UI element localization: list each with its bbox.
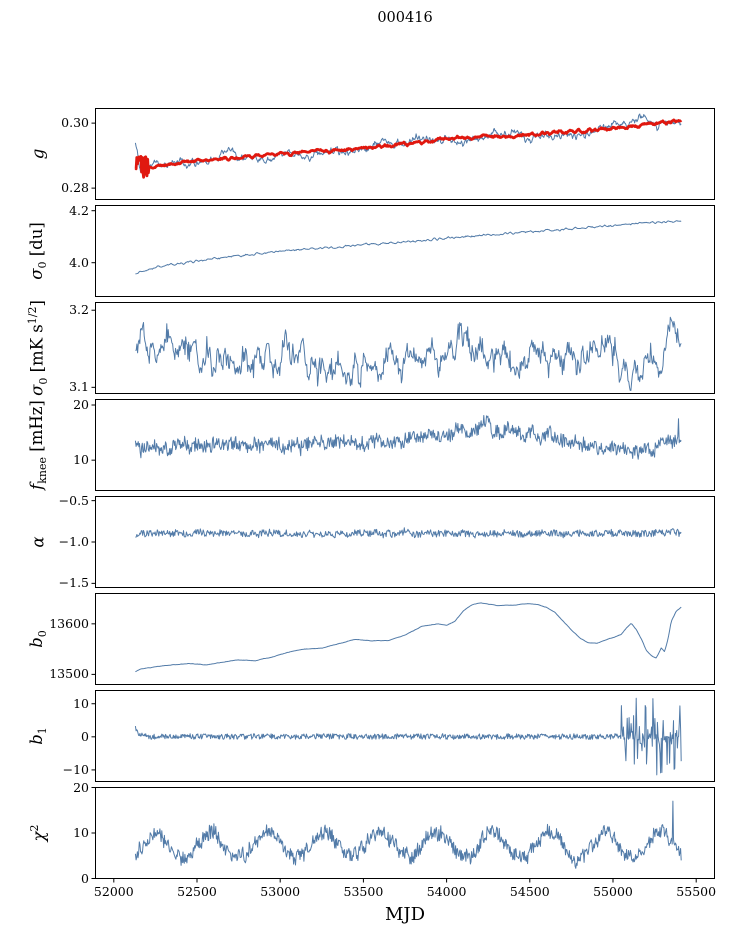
series-sigma0-du bbox=[135, 220, 682, 275]
y-tick-label: −0.5 bbox=[58, 492, 89, 508]
panel-b1 bbox=[91, 690, 715, 782]
y-tick-label: 0 bbox=[81, 728, 89, 744]
panel-chi2 bbox=[91, 787, 715, 883]
x-tick-label: 52000 bbox=[93, 884, 134, 899]
y-tick-label: 10 bbox=[73, 452, 89, 468]
y-tick-label: 0 bbox=[81, 870, 89, 886]
y-tick-label: 4.0 bbox=[69, 254, 89, 270]
figure-title: 000416 bbox=[377, 10, 433, 26]
y-axis-label-sigma0-mk: σ0 [mK s1/2] bbox=[26, 300, 50, 396]
x-tick-label: 54500 bbox=[509, 884, 550, 899]
x-tick-label: 55500 bbox=[676, 884, 717, 899]
y-axis-label-b0: b0 bbox=[26, 630, 50, 648]
series-chi2 bbox=[134, 800, 682, 869]
y-axis-label-chi2: χ2 bbox=[27, 824, 49, 842]
x-tick-label: 53500 bbox=[343, 884, 384, 899]
series-g-calibrated bbox=[134, 118, 683, 179]
y-axis-label-g: g bbox=[28, 148, 48, 160]
x-axis-label: MJD bbox=[384, 904, 426, 925]
panel-b0 bbox=[91, 593, 715, 685]
x-tick-label: 54000 bbox=[426, 884, 467, 899]
panel-sigma0-du bbox=[91, 205, 715, 297]
x-tick-label: 52500 bbox=[177, 884, 217, 899]
panel-g bbox=[91, 108, 715, 200]
y-tick-label: 4.2 bbox=[69, 202, 89, 218]
panel-alpha bbox=[91, 496, 715, 588]
panel-fknee bbox=[91, 399, 715, 491]
y-tick-label: 10 bbox=[73, 695, 89, 711]
x-tick-label: 55000 bbox=[593, 884, 633, 899]
series-sigma0-mk bbox=[135, 316, 682, 391]
y-tick-label: 10 bbox=[73, 825, 89, 840]
y-tick-label: 3.1 bbox=[69, 379, 89, 395]
y-tick-label: 13600 bbox=[49, 615, 89, 631]
series-fknee bbox=[134, 415, 682, 460]
y-axis-label-b1: b1 bbox=[26, 727, 50, 745]
y-axis-label-fknee: fknee [mHz] bbox=[26, 400, 50, 490]
y-tick-label: −1.0 bbox=[58, 534, 89, 549]
series-alpha bbox=[135, 527, 682, 539]
y-tick-label: −1.5 bbox=[58, 575, 89, 591]
y-tick-label: 3.2 bbox=[69, 302, 89, 318]
series-b0 bbox=[135, 602, 682, 673]
y-tick-label: 13500 bbox=[49, 666, 89, 682]
y-tick-label: 0.28 bbox=[61, 180, 89, 196]
y-axis-label-sigma0-du: σ0 [du] bbox=[26, 222, 50, 280]
series-b1 bbox=[134, 697, 682, 776]
y-tick-label: 20 bbox=[73, 779, 89, 795]
y-tick-label: 0.30 bbox=[61, 115, 89, 131]
y-axis-label-alpha: α bbox=[28, 536, 48, 548]
y-tick-label: −10 bbox=[62, 761, 89, 777]
y-tick-label: 20 bbox=[73, 397, 89, 412]
panel-sigma0-mk bbox=[91, 302, 715, 394]
x-tick-label: 53000 bbox=[260, 884, 301, 899]
